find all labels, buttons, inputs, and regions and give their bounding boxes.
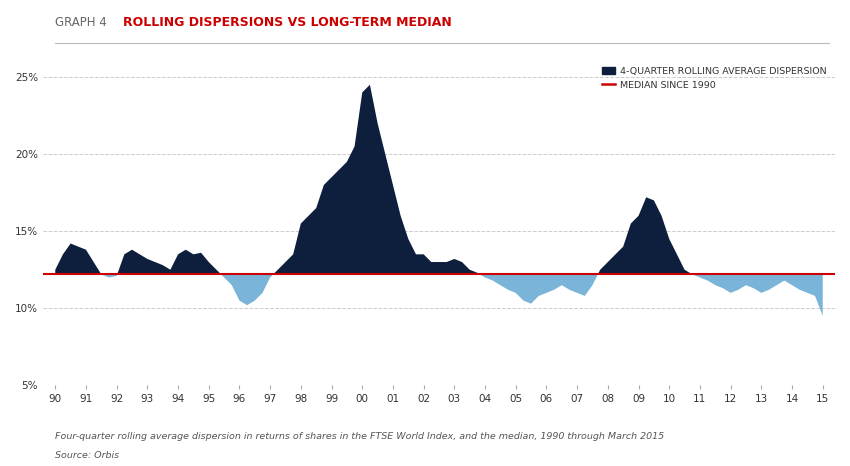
Text: Source: Orbis: Source: Orbis	[55, 451, 119, 460]
Text: Four-quarter rolling average dispersion in returns of shares in the FTSE World I: Four-quarter rolling average dispersion …	[55, 432, 665, 441]
Legend: 4-QUARTER ROLLING AVERAGE DISPERSION, MEDIAN SINCE 1990: 4-QUARTER ROLLING AVERAGE DISPERSION, ME…	[598, 63, 830, 93]
Text: ROLLING DISPERSIONS VS LONG-TERM MEDIAN: ROLLING DISPERSIONS VS LONG-TERM MEDIAN	[123, 16, 452, 29]
Text: GRAPH 4: GRAPH 4	[55, 16, 107, 29]
